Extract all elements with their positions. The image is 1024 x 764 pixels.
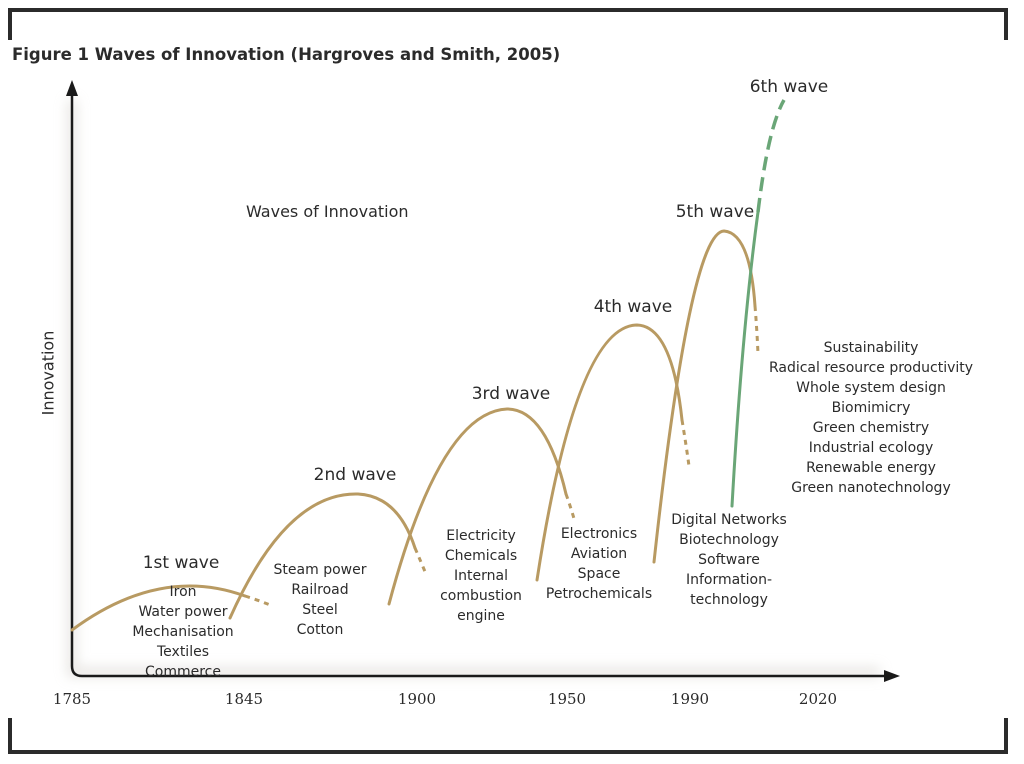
technology-item: Sustainability xyxy=(823,340,919,356)
technology-item: Cotton xyxy=(296,622,344,638)
technology-item: Textiles xyxy=(156,644,210,660)
technology-item: Biotechnology xyxy=(679,532,779,548)
technology-item: technology xyxy=(690,592,768,608)
technology-item: Green nanotechnology xyxy=(791,480,951,496)
technology-item: Software xyxy=(698,552,760,568)
figure-title: Figure 1 Waves of Innovation (Hargroves … xyxy=(12,45,561,64)
technology-item: Chemicals xyxy=(444,548,518,564)
wave-1-curve xyxy=(70,584,247,632)
top-frame-bracket xyxy=(8,8,1008,40)
bottom-frame-bracket xyxy=(8,718,1008,754)
wave-5-curve xyxy=(652,229,757,564)
wave-4-technologies: Electronics Aviation Space Petrochemical… xyxy=(546,524,652,604)
axes-line xyxy=(70,92,890,678)
technology-item: Steam power xyxy=(273,562,367,578)
technology-item: Iron xyxy=(169,584,197,600)
x-tick-2020: 2020 xyxy=(798,690,838,708)
wave-4-label: 4th wave xyxy=(593,297,673,317)
technology-item: Biomimicry xyxy=(831,400,911,416)
wave-2-curve-dashed xyxy=(413,547,428,575)
technology-item: Internal xyxy=(454,568,508,584)
wave-5-technologies: Digital Networks Biotechnology Software … xyxy=(671,510,787,610)
technology-item: Aviation xyxy=(570,546,628,562)
wave-1-curve-dashed xyxy=(244,594,271,607)
wave-5-curve-dashed xyxy=(753,305,760,355)
x-tick-1900: 1900 xyxy=(397,690,437,708)
technology-item: Industrial ecology xyxy=(808,440,934,456)
wave-3-label: 3rd wave xyxy=(471,384,551,404)
wave-2-curve xyxy=(228,492,417,620)
wave-4-curve-dashed xyxy=(680,419,691,467)
technology-item: Railroad xyxy=(291,582,349,598)
wave-6-curve-dashed xyxy=(756,99,786,213)
wave-5-label: 5th wave xyxy=(675,202,755,222)
technology-item: combustion xyxy=(440,588,522,604)
technology-item: Renewable energy xyxy=(806,460,936,476)
diagram-subtitle: Waves of Innovation xyxy=(246,202,409,221)
technology-item: Petrochemicals xyxy=(545,586,653,602)
wave-6-technologies: Sustainability Radical resource producti… xyxy=(769,338,973,498)
y-axis-label: Innovation xyxy=(38,330,58,416)
wave-6-curve xyxy=(730,210,760,508)
y-axis-arrowhead xyxy=(66,80,78,96)
technology-item: Electronics xyxy=(560,526,638,542)
wave-3-curve xyxy=(387,407,568,606)
x-tick-1845: 1845 xyxy=(224,690,264,708)
technology-item: engine xyxy=(457,608,505,624)
technology-item: Electricity xyxy=(446,528,516,544)
x-tick-1990: 1990 xyxy=(670,690,710,708)
x-axis-arrowhead xyxy=(884,670,900,682)
wave-4-curve xyxy=(535,323,684,582)
technology-item: Commerce xyxy=(144,664,221,680)
wave-3-curve-dashed xyxy=(564,493,577,523)
technology-item: Digital Networks xyxy=(671,512,787,528)
technology-item: Radical resource productivity xyxy=(768,360,974,376)
wave-2-label: 2nd wave xyxy=(313,465,397,485)
technology-item: Whole system design xyxy=(796,380,946,396)
technology-item: Mechanisation xyxy=(132,624,234,640)
technology-item: Water power xyxy=(138,604,228,620)
x-tick-1785: 1785 xyxy=(52,690,92,708)
technology-item: Information- xyxy=(685,572,773,588)
technology-item: Steel xyxy=(302,602,338,618)
wave-3-technologies: Electricity Chemicals Internal combustio… xyxy=(440,526,522,626)
technology-item: Green chemistry xyxy=(812,420,930,436)
wave-1-technologies: Iron Water power Mechanisation Textiles … xyxy=(132,582,233,682)
wave-1-label: 1st wave xyxy=(142,553,220,573)
x-tick-1950: 1950 xyxy=(547,690,587,708)
technology-item: Space xyxy=(577,566,621,582)
wave-2-technologies: Steam power Railroad Steel Cotton xyxy=(274,560,367,640)
wave-6-label: 6th wave xyxy=(749,77,829,97)
